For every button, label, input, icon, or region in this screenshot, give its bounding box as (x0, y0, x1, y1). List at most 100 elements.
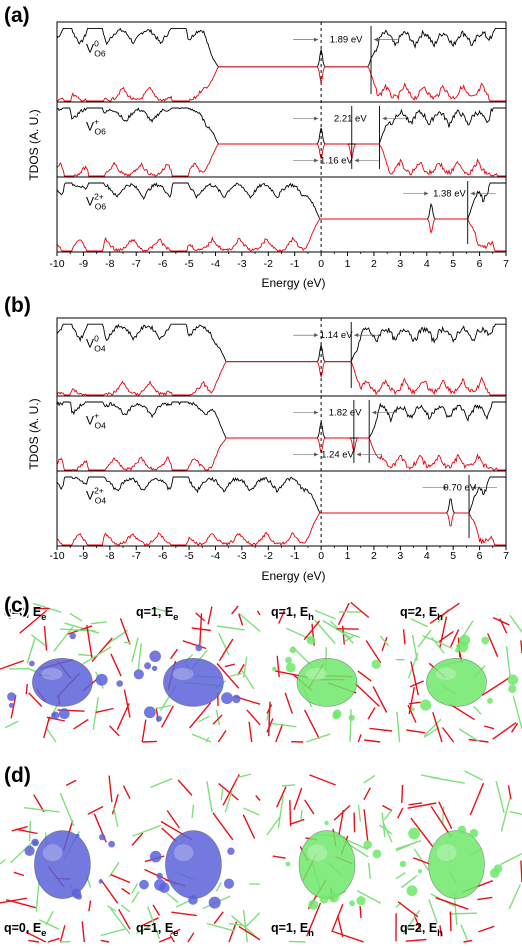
lattice-bond (119, 618, 131, 645)
arrow-head (314, 452, 319, 457)
isosurface-satellite (139, 879, 149, 890)
lattice-bond (405, 938, 427, 942)
lattice-bond (512, 696, 522, 730)
isosurface-satellite (459, 634, 471, 646)
x-tick-label: -1 (290, 550, 299, 562)
isosurface-satellite (285, 861, 291, 867)
lattice-bond (155, 704, 171, 710)
lattice-bond (407, 802, 437, 809)
isosurface-satellite (324, 820, 329, 826)
lattice-bond (131, 832, 144, 846)
isosurface-satellite (154, 879, 166, 891)
lattice-bond (171, 911, 197, 917)
lattice-bond (82, 646, 112, 665)
isosurface-satellite (328, 892, 339, 903)
dos-panel-b: (b) V0 O4 1.14 eV V+ O4 1.82 eV 1.24 eV V2+ O4 0.7… (4, 294, 509, 583)
lattice-bond (212, 812, 234, 841)
lattice-bond (189, 702, 212, 729)
lattice-bond (32, 602, 62, 613)
lattice-bond (410, 617, 428, 628)
lattice-bond (303, 709, 320, 740)
lattice-bond (449, 911, 452, 932)
isosurface-satellite (95, 673, 108, 686)
lattice-bond (266, 704, 273, 714)
lattice-bond (88, 900, 92, 912)
arrow-head (314, 410, 319, 415)
lattice-bond (28, 939, 40, 943)
lattice-bond (430, 776, 465, 784)
plot-frame (56, 317, 507, 547)
isosurface-label: q=0, Ee (4, 605, 46, 623)
lattice-bond (363, 774, 376, 784)
isosurface-label: q=2, Eh (400, 921, 443, 939)
isosurface-satellite (8, 702, 14, 708)
lattice-bond (505, 646, 511, 678)
isosurface-label: q=0, Ee (4, 921, 46, 939)
lattice-bond (245, 912, 261, 927)
spin-down-dos-line (56, 361, 506, 396)
lattice-bond (400, 875, 418, 889)
lattice-bond (121, 887, 131, 895)
lattice-bond (367, 862, 372, 879)
gap-value-label: 1.16 eV (320, 156, 353, 167)
lattice-bond (410, 817, 434, 847)
plot-frame (56, 21, 507, 253)
spin-down-dos-line (56, 218, 506, 252)
arrow-head (314, 333, 319, 338)
isosurface-highlight (172, 667, 194, 680)
y-axis-title: TDOS (A. U.) (27, 109, 41, 180)
lattice-bond (353, 812, 356, 833)
panel-letter: (c) (4, 594, 30, 617)
lattice-bond (438, 801, 453, 830)
lattice-bond (59, 628, 96, 632)
isosurface-image: q=1, Eh (266, 770, 393, 943)
lattice-bond (141, 917, 159, 927)
isosurface-image: q=2, Eh (395, 770, 522, 943)
isosurface-satellite (99, 833, 106, 841)
lattice-bond (423, 726, 440, 739)
arrow-head (424, 191, 429, 196)
lattice-bond (500, 798, 511, 832)
lattice-bond (107, 629, 129, 645)
x-tick-label: -7 (132, 550, 141, 562)
lattice-bond (337, 602, 350, 626)
lattice-bond (422, 634, 453, 650)
lattice-bond (213, 911, 224, 925)
isosurface-satellite (448, 833, 454, 838)
lattice-bond (45, 726, 57, 743)
lattice-bond (441, 727, 455, 743)
lattice-bond (381, 812, 386, 838)
lattice-bond (241, 670, 255, 690)
isosurface-satellite (308, 899, 319, 910)
lattice-bond (449, 912, 478, 915)
lattice-bond (333, 804, 351, 821)
isosurface-satellite (410, 707, 415, 712)
isosurface-satellite (156, 715, 162, 722)
lattice-bond (198, 715, 210, 723)
isosurface-satellite (223, 878, 235, 889)
isosurface-satellite (7, 692, 16, 701)
x-tick-label: -3 (237, 550, 246, 562)
isosurface-satellite (227, 847, 235, 855)
spin-up-dos-line (56, 107, 506, 145)
lattice-bond (395, 872, 406, 880)
lattice-bond (271, 722, 297, 728)
lattice-bond (238, 612, 261, 632)
lattice-bond (276, 655, 280, 678)
lattice-bond (511, 722, 519, 733)
isosurface-lobe (163, 658, 224, 707)
lattice-bond (300, 810, 303, 821)
lattice-bond (216, 663, 240, 689)
spin-up-dos-line (56, 323, 506, 363)
lattice-bond (407, 704, 417, 723)
x-axis-title: Energy (eV) (261, 569, 325, 583)
lattice-bond (349, 709, 352, 742)
lattice-bond (372, 686, 388, 713)
gap-value-label: 1.89 eV (330, 35, 363, 46)
x-tick-label: -5 (184, 550, 193, 562)
lattice-bond (147, 906, 161, 940)
x-tick-label: -1 (290, 258, 299, 270)
lattice-bond (110, 874, 131, 884)
lattice-bond (207, 606, 213, 625)
